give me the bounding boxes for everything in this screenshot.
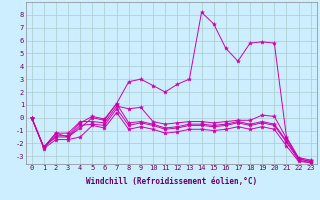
- X-axis label: Windchill (Refroidissement éolien,°C): Windchill (Refroidissement éolien,°C): [86, 177, 257, 186]
